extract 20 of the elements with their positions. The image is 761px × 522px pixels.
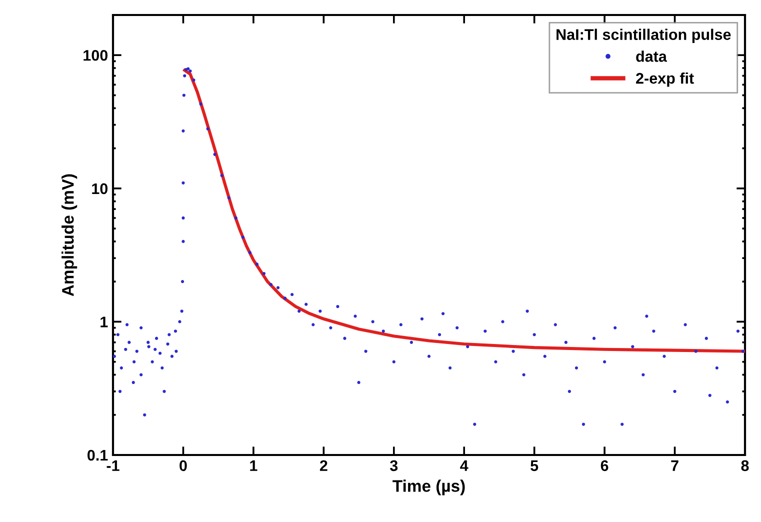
y-tick-label: 100 bbox=[84, 50, 108, 61]
x-tick-label: 3 bbox=[390, 460, 398, 472]
x-axis-title: Time (µs) bbox=[392, 480, 465, 496]
x-tick-label: 2 bbox=[320, 460, 328, 471]
x-tick-label: -1 bbox=[106, 460, 120, 471]
x-tick-label: 1 bbox=[250, 460, 258, 471]
x-tick-label: 4 bbox=[460, 460, 468, 471]
legend-title: NaI:Tl scintillation pulse bbox=[556, 28, 731, 43]
line-series bbox=[183, 68, 745, 353]
x-tick-label: 6 bbox=[600, 460, 608, 472]
x-tick-label: 8 bbox=[741, 460, 749, 472]
y-tick-label: 10 bbox=[92, 183, 108, 194]
legend-label: 2-exp fit bbox=[636, 72, 694, 87]
y-tick-label: 1 bbox=[100, 316, 108, 328]
y-tick-label: 0.1 bbox=[88, 450, 108, 461]
y-axis-title: Amplitude (mV) bbox=[62, 174, 78, 296]
x-tick-label: 0 bbox=[180, 460, 187, 472]
x-tick-label: 5 bbox=[530, 460, 538, 472]
x-tick-label: 7 bbox=[671, 460, 678, 471]
legend-label: data bbox=[636, 50, 668, 62]
